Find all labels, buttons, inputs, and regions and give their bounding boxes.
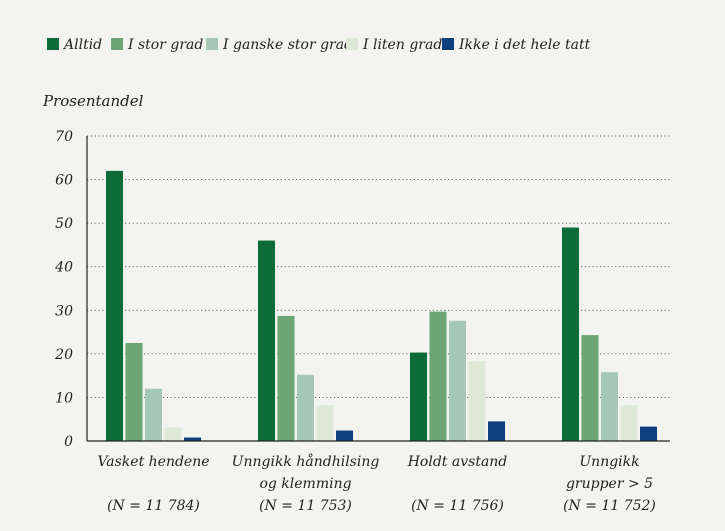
x-category-label: grupper > 5 bbox=[566, 476, 653, 492]
bar-ikke-i-det-hele-tatt-1 bbox=[184, 437, 201, 441]
y-tick-label: 30 bbox=[55, 303, 73, 319]
bars bbox=[106, 170, 657, 441]
y-axis-ticks: 0 10 20 30 40 50 60 70 bbox=[54, 129, 73, 450]
x-axis-labels: Vasket hendene (N = 11 784) Unngikk håndhi… bbox=[97, 453, 655, 514]
y-tick-label: 70 bbox=[55, 129, 73, 145]
x-category-label: Unngikk bbox=[579, 454, 639, 470]
y-tick-label: 20 bbox=[54, 347, 73, 363]
bar-alltid-4 bbox=[562, 227, 579, 441]
legend: Alltid I stor grad I ganske stor grad I lit… bbox=[47, 37, 591, 53]
y-tick-label: 50 bbox=[55, 216, 73, 232]
bar-i-ganske-stor-grad-3 bbox=[449, 320, 466, 441]
bar-ikke-i-det-hele-tatt-4 bbox=[640, 426, 657, 441]
bar-i-stor-grad-2 bbox=[277, 315, 295, 441]
bar-alltid-2 bbox=[258, 240, 275, 441]
x-category-label: Holdt avstand bbox=[407, 454, 508, 470]
x-category-label: Unngikk håndhilsing bbox=[232, 453, 380, 470]
y-tick-label: 10 bbox=[55, 390, 73, 406]
x-category-n-label: (N = 11 753) bbox=[259, 498, 352, 514]
y-tick-label: 0 bbox=[64, 434, 73, 450]
legend-swatch-i-stor-grad bbox=[111, 38, 123, 50]
bar-i-stor-grad-1 bbox=[125, 342, 143, 441]
x-category-n-label: (N = 11 752) bbox=[563, 498, 656, 514]
x-category-n-label: (N = 11 784) bbox=[107, 498, 200, 514]
x-category-label: og klemming bbox=[259, 476, 351, 492]
bar-i-ganske-stor-grad-1 bbox=[145, 388, 162, 441]
bar-i-liten-grad-4 bbox=[620, 405, 638, 441]
bar-i-stor-grad-4 bbox=[581, 335, 599, 441]
x-category-label: Vasket hendene bbox=[97, 454, 209, 470]
bar-alltid-3 bbox=[410, 352, 427, 441]
legend-swatch-alltid bbox=[47, 38, 59, 50]
bar-ikke-i-det-hele-tatt-3 bbox=[488, 421, 505, 441]
legend-swatch-i-liten-grad bbox=[346, 38, 358, 50]
legend-label-i-ganske-stor-grad: I ganske stor grad bbox=[222, 37, 353, 53]
y-tick-label: 60 bbox=[55, 173, 73, 189]
legend-label-i-liten-grad: I liten grad bbox=[362, 37, 442, 53]
bar-ikke-i-det-hele-tatt-2 bbox=[336, 430, 353, 441]
legend-swatch-i-ganske-stor-grad bbox=[206, 38, 218, 50]
bar-i-liten-grad-3 bbox=[468, 361, 486, 441]
y-axis-label: Prosentandel bbox=[42, 92, 144, 110]
x-category-n-label: (N = 11 756) bbox=[411, 498, 504, 514]
legend-label-i-stor-grad: I stor grad bbox=[127, 37, 203, 53]
bar-alltid-1 bbox=[106, 170, 123, 441]
legend-label-alltid: Alltid bbox=[62, 37, 102, 53]
bar-i-liten-grad-2 bbox=[316, 405, 334, 441]
legend-label-ikke-i-det-hele-tatt: Ikke i det hele tatt bbox=[458, 37, 591, 53]
bar-i-liten-grad-1 bbox=[164, 427, 182, 441]
legend-swatch-ikke-i-det-hele-tatt bbox=[442, 38, 454, 50]
bar-i-ganske-stor-grad-4 bbox=[601, 372, 618, 441]
y-tick-label: 40 bbox=[54, 260, 73, 276]
bar-i-stor-grad-3 bbox=[429, 311, 447, 441]
bar-i-ganske-stor-grad-2 bbox=[297, 374, 314, 441]
